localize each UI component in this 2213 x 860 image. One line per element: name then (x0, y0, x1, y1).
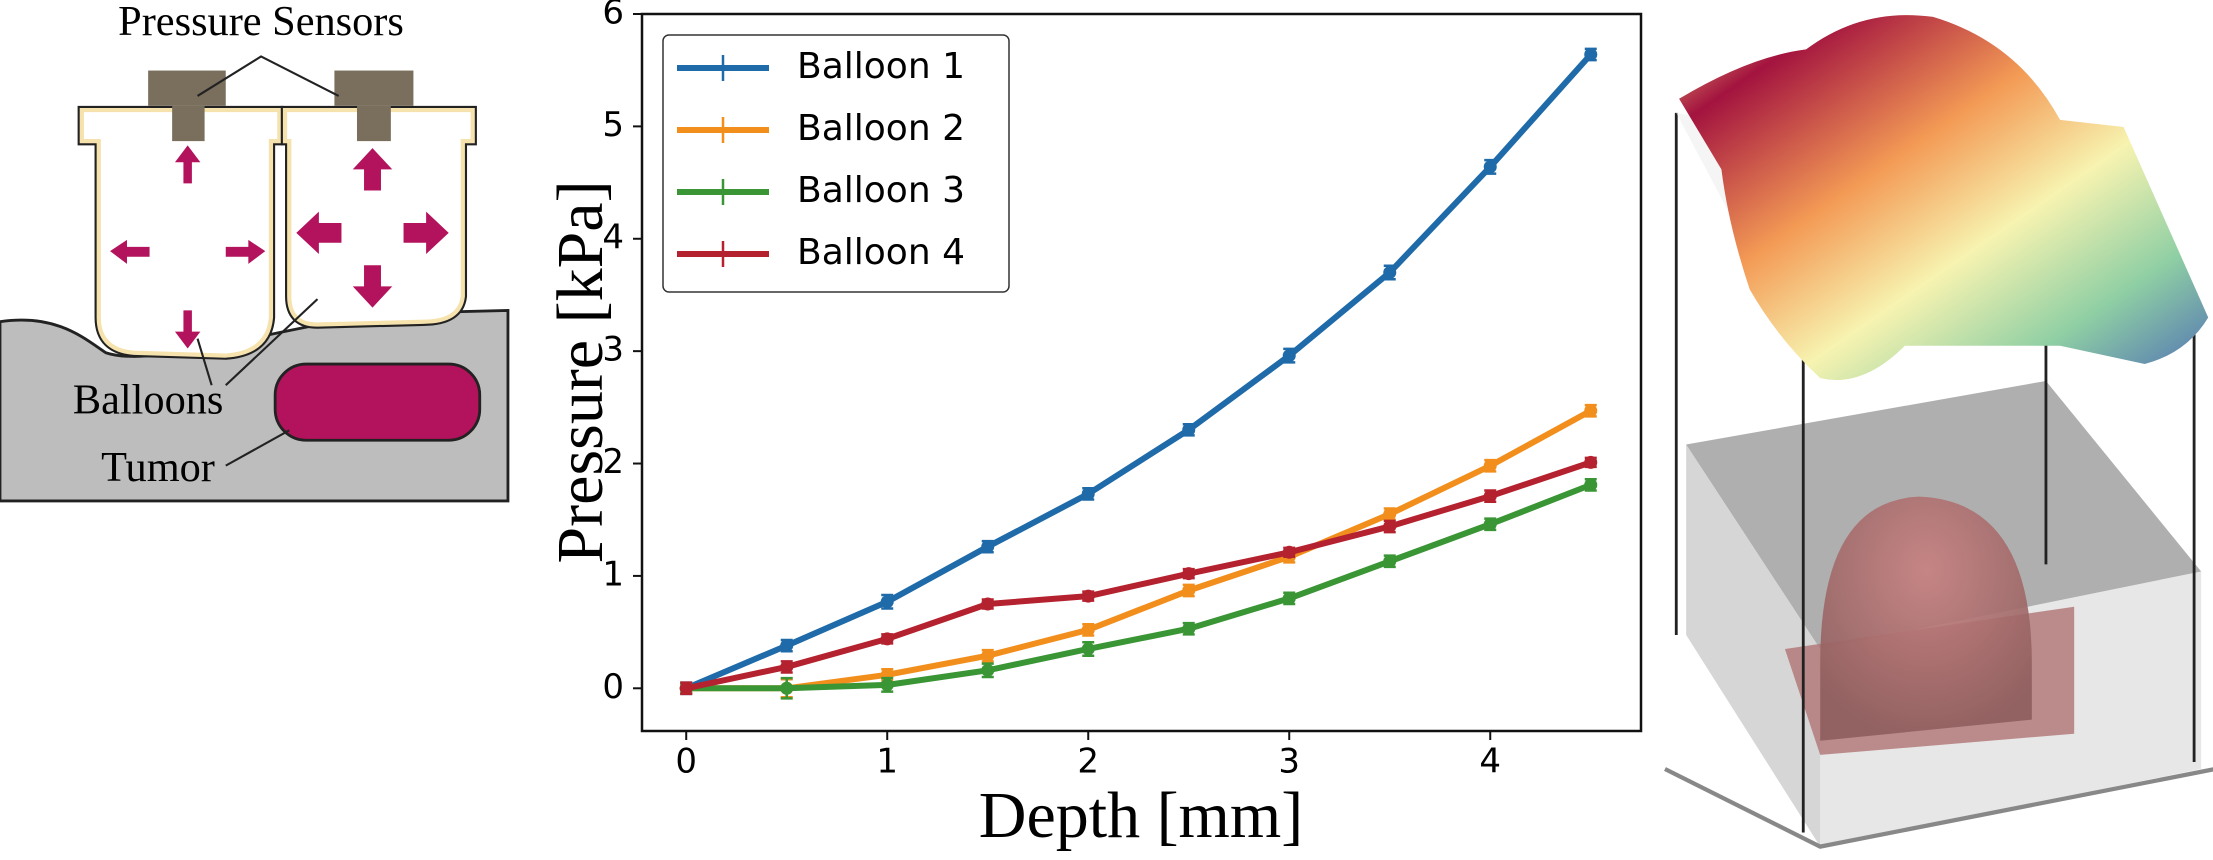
marker (1383, 507, 1397, 521)
surface-render (1664, 15, 2213, 849)
marker (1081, 623, 1095, 637)
marker (1483, 489, 1497, 503)
marker (880, 632, 894, 646)
marker (1081, 642, 1095, 656)
marker (880, 595, 894, 609)
marker (1483, 517, 1497, 531)
marker (1282, 545, 1296, 559)
plot-frame (640, 12, 1643, 733)
marker (1081, 589, 1095, 603)
marker (1584, 47, 1598, 61)
series-line (686, 482, 1592, 692)
y-tick-label: 4 (602, 217, 624, 257)
marker (1182, 567, 1196, 581)
y-tick-label: 2 (602, 442, 624, 482)
x-tick-label: 3 (1278, 742, 1300, 782)
marker (1182, 423, 1196, 437)
legend (662, 34, 1010, 293)
marker (1182, 622, 1196, 636)
marker (1483, 459, 1497, 473)
y-tick-label: 6 (602, 0, 624, 33)
marker (1182, 584, 1196, 598)
marker (780, 681, 794, 695)
marker (880, 678, 894, 692)
marker (1282, 591, 1296, 605)
marker (1383, 265, 1397, 279)
marker (1584, 404, 1598, 418)
tumor-label: Tumor (101, 444, 215, 491)
y-axis-label: Pressure [kPa] (544, 180, 617, 563)
x-tick-label: 4 (1479, 742, 1501, 782)
marker (780, 639, 794, 653)
marker (1081, 487, 1095, 501)
marker (1282, 349, 1296, 363)
series-line (685, 459, 1592, 692)
series-line (686, 408, 1593, 692)
marker (679, 681, 693, 695)
legend-label: Balloon 3 (797, 170, 965, 211)
marker (1383, 519, 1397, 533)
marker (1383, 554, 1397, 568)
sensor-label: Pressure Sensors (118, 0, 404, 45)
marker (1584, 478, 1598, 492)
x-tick-label: 1 (876, 742, 898, 782)
balloon-label: Balloons (73, 376, 224, 423)
y-tick-label: 3 (602, 330, 624, 370)
marker (1584, 455, 1598, 469)
marker (1483, 160, 1497, 174)
y-tick-label: 5 (602, 105, 624, 145)
marker (780, 660, 794, 674)
series-line (685, 52, 1593, 692)
marker (981, 540, 995, 554)
x-tick-label: 0 (675, 742, 697, 782)
x-axis-label: Depth [mm] (979, 779, 1303, 852)
balloon-diagram: Pressure Sensors Balloons Tumor (0, 0, 510, 503)
legend-label: Balloon 4 (797, 232, 965, 273)
x-tick-label: 2 (1077, 742, 1099, 782)
marker (981, 597, 995, 611)
marker (981, 663, 995, 677)
legend-label: Balloon 2 (797, 108, 965, 149)
y-tick-label: 1 (602, 554, 624, 594)
y-tick-label: 0 (602, 667, 624, 707)
legend-label: Balloon 1 (797, 46, 965, 87)
marker (981, 649, 995, 663)
